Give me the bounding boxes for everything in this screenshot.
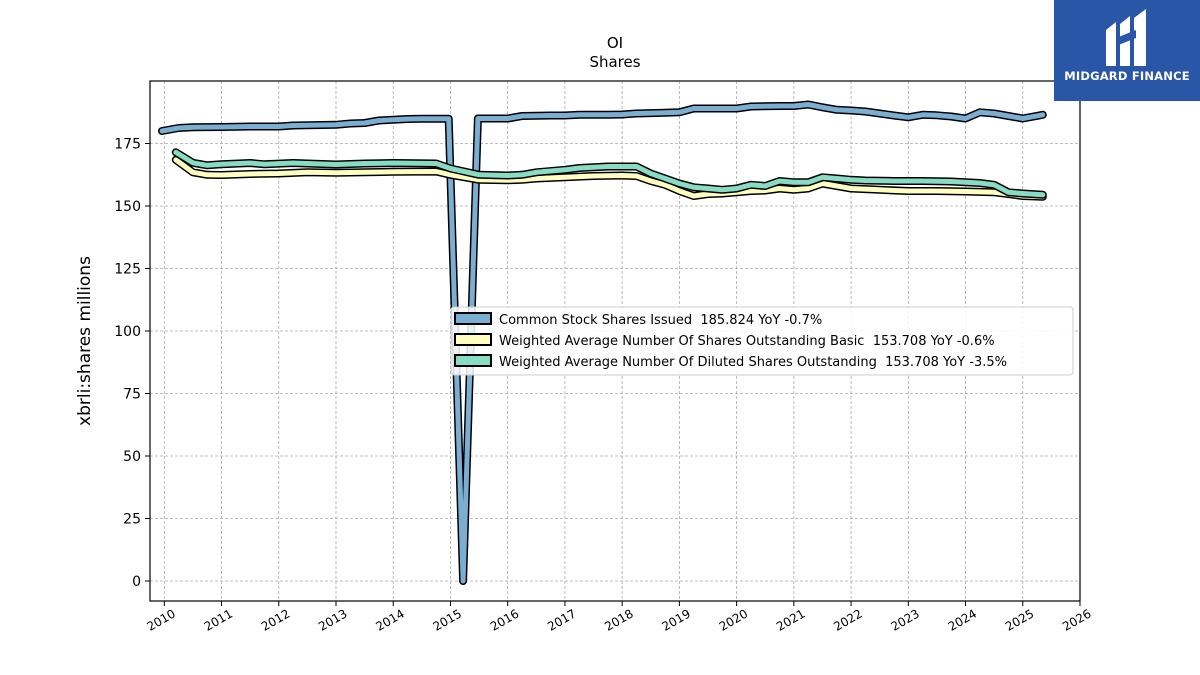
series-3-line (173, 149, 1046, 198)
series-layer (158, 100, 1047, 585)
x-tick-label: 2024 (946, 606, 979, 633)
x-tick-label: 2018 (602, 606, 635, 633)
y-tick-label: 125 (114, 262, 141, 278)
x-tick-label: 2014 (373, 606, 406, 633)
legend: Common Stock Shares Issued 185.824 YoY -… (450, 306, 1074, 376)
x-tick-label: 2026 (1060, 606, 1093, 633)
y-tick-label: 175 (114, 137, 141, 153)
x-tick-label: 2025 (1003, 606, 1036, 633)
midgard-finance-logo: MIDGARD FINANCE (1054, 0, 1200, 101)
x-tick-label: 2023 (888, 606, 921, 633)
x-tick-label: 2022 (831, 606, 864, 633)
y-axis: 0 25 50 75 100 125 150 175 (114, 137, 150, 590)
series-2-line (173, 157, 1046, 200)
x-tick-label: 2010 (144, 606, 177, 633)
x-tick-label: 2016 (488, 606, 521, 633)
x-tick-label: 2020 (717, 606, 750, 633)
y-tick-label: 75 (123, 387, 141, 403)
series-1-line (159, 102, 1046, 584)
x-tick-label: 2013 (316, 606, 349, 633)
legend-swatch (454, 354, 492, 367)
y-axis-label: xbrli:shares millions (75, 256, 95, 426)
y-tick-label: 50 (123, 449, 141, 465)
plot-frame (149, 80, 1081, 602)
y-tick-label: 100 (114, 324, 141, 340)
y-tick-label: 0 (132, 574, 141, 590)
x-axis: 2010 2011 2012 2013 2014 2015 2016 2017 2018 2019… (144, 601, 1094, 634)
x-tick-label: 2012 (259, 606, 292, 633)
x-tick-label: 2021 (774, 606, 807, 633)
y-tick-label: 150 (114, 199, 141, 215)
legend-entry: Weighted Average Number Of Diluted Share… (499, 355, 1007, 370)
x-tick-label: 2011 (202, 606, 235, 633)
brand-name: MIDGARD FINANCE (1064, 69, 1190, 83)
legend-entry: Weighted Average Number Of Shares Outsta… (499, 334, 995, 349)
chart-title: OI (607, 34, 623, 52)
legend-box (450, 306, 1074, 376)
legend-swatch (454, 333, 492, 346)
chart-subtitle: Shares (589, 53, 640, 71)
x-tick-label: 2015 (431, 606, 464, 633)
x-tick-label: 2017 (545, 606, 578, 633)
y-tick-label: 25 (123, 512, 141, 528)
x-tick-label: 2019 (660, 606, 693, 633)
legend-entry: Common Stock Shares Issued 185.824 YoY -… (499, 313, 822, 328)
brand-mark-icon (1106, 9, 1146, 66)
legend-swatch (454, 312, 492, 325)
